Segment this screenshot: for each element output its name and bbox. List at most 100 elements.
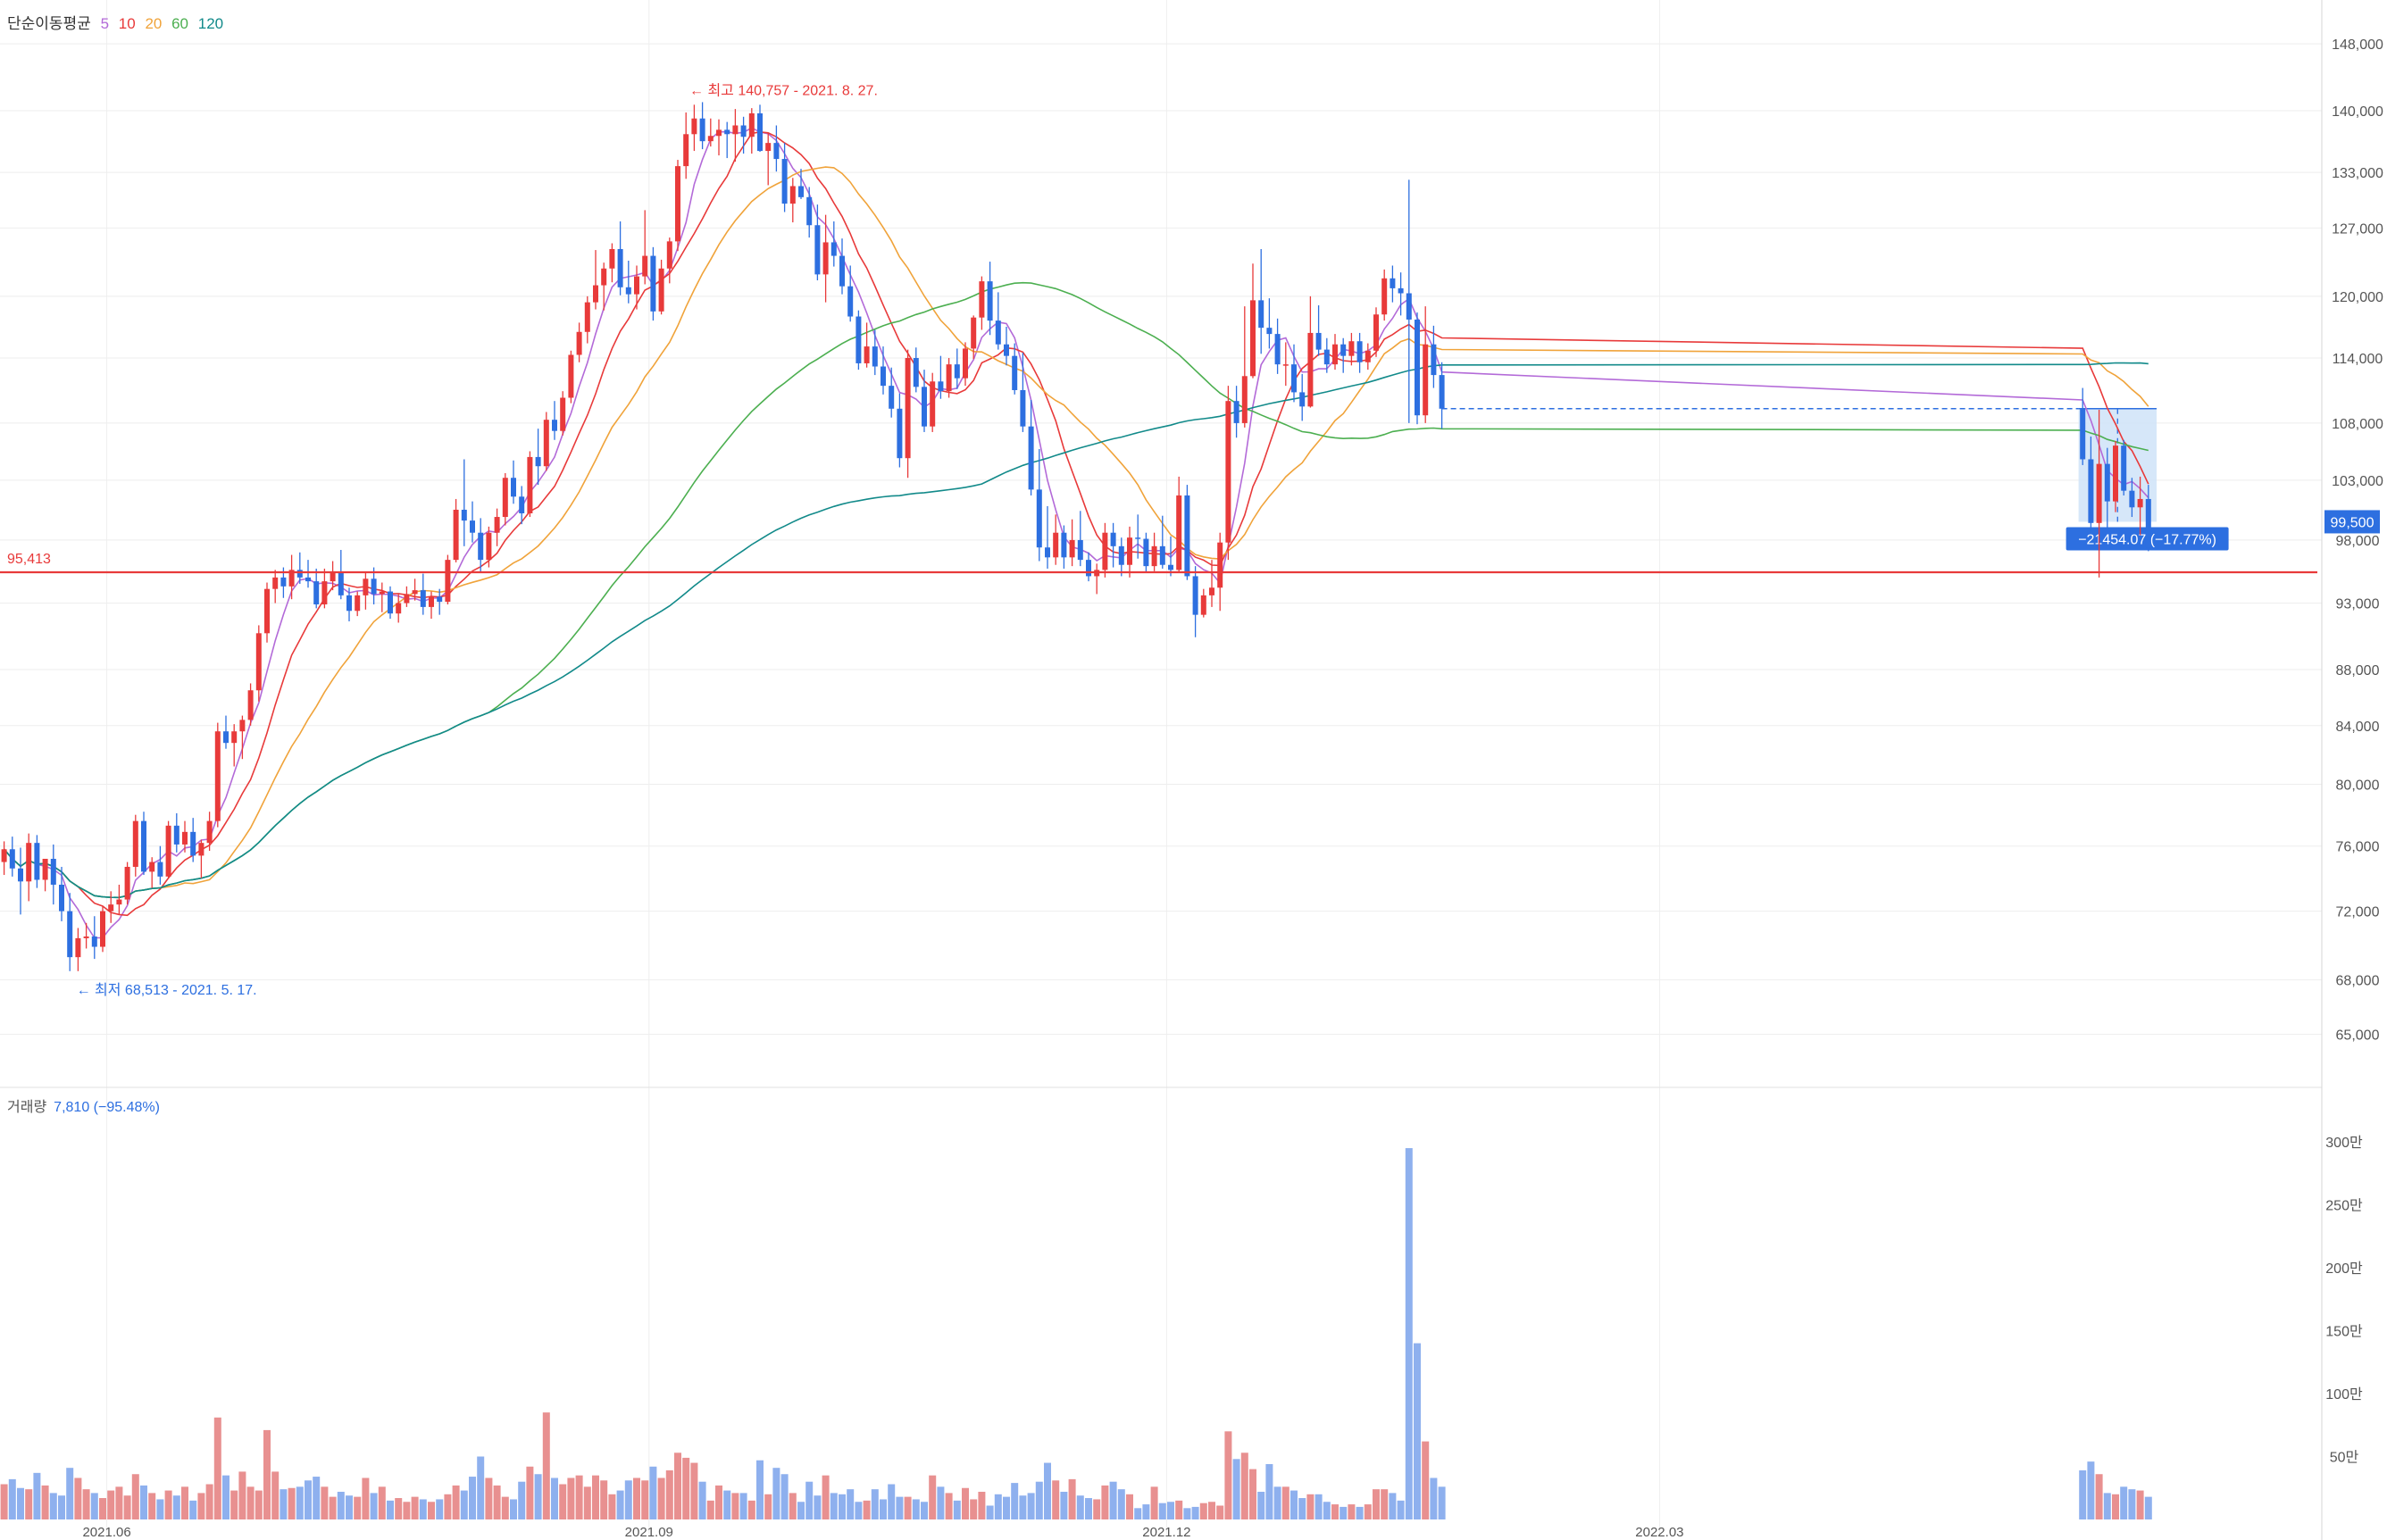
volume-bar: [608, 1494, 616, 1519]
candle-body: [1209, 587, 1214, 595]
volume-bar: [1348, 1504, 1356, 1519]
candle-body: [338, 572, 344, 595]
volume-bar: [1373, 1489, 1380, 1519]
volume-bar: [2079, 1470, 2087, 1519]
legend-ma120: 120: [197, 15, 224, 32]
candle-body: [124, 866, 130, 900]
volume-bar: [863, 1500, 871, 1519]
price-tick-label: 76,000: [2336, 840, 2380, 855]
volume-bar: [107, 1490, 115, 1519]
candle-body: [355, 595, 361, 612]
ma-line-20: [3, 166, 2149, 899]
volume-bar: [624, 1480, 632, 1519]
volume-bar: [731, 1493, 739, 1519]
volume-bar: [436, 1499, 444, 1519]
candle-body: [198, 843, 204, 856]
volume-bar: [929, 1475, 937, 1519]
candle-body: [1168, 564, 1173, 570]
volume-bar: [747, 1500, 755, 1519]
volume-bar: [756, 1460, 764, 1519]
volume-bar: [542, 1412, 550, 1519]
volume-bar: [978, 1491, 986, 1519]
candle-body: [461, 509, 467, 521]
candle-body: [412, 590, 418, 595]
candle-body: [740, 125, 747, 137]
volume-bars: [0, 1148, 2152, 1519]
volume-bar: [1085, 1498, 1092, 1519]
price-tick-label: 120,000: [2332, 290, 2383, 305]
volume-tick-label: 50만: [2330, 1450, 2359, 1466]
candle-body: [535, 456, 541, 467]
volume-bar: [1265, 1463, 1273, 1519]
volume-bar: [411, 1496, 419, 1519]
candle-body: [1, 849, 7, 862]
volume-bar: [181, 1486, 188, 1519]
candle-body: [1332, 344, 1338, 365]
volume-bar: [657, 1478, 665, 1519]
candle-body: [437, 596, 443, 603]
candle-body: [346, 595, 352, 612]
volume-bar: [888, 1484, 896, 1519]
candle-body: [789, 186, 796, 204]
volume-bar: [164, 1490, 172, 1519]
candle-body: [1423, 344, 1429, 416]
volume-bar: [1331, 1504, 1339, 1519]
volume-bar: [822, 1475, 830, 1519]
volume-bar: [1134, 1508, 1142, 1519]
support-line: 95,413 99,500: [0, 510, 2380, 574]
volume-bar: [501, 1496, 509, 1519]
volume-bar: [526, 1466, 534, 1519]
volume-bar: [8, 1478, 16, 1519]
volume-bar: [58, 1495, 65, 1519]
candle-body: [18, 868, 23, 882]
volume-bar: [797, 1502, 805, 1519]
volume-bar: [780, 1474, 789, 1519]
candle-body: [132, 820, 138, 867]
candle-body: [75, 937, 81, 958]
candle-body: [847, 286, 854, 317]
candle-body: [379, 591, 385, 595]
volume-bar: [395, 1498, 403, 1519]
volume-bar: [493, 1485, 501, 1519]
volume-label: 거래량: [7, 1100, 47, 1115]
candle-body: [165, 825, 171, 877]
candle-body: [1398, 287, 1404, 294]
volume-bar: [641, 1480, 649, 1519]
candle-body: [601, 268, 607, 286]
volume-bar: [970, 1499, 978, 1519]
ma-legend[interactable]: 단순이동평균 5 10 20 60 120: [7, 11, 229, 33]
volume-bar: [534, 1474, 542, 1519]
candle-body: [280, 577, 287, 587]
candle-body: [511, 478, 516, 497]
volume-bar: [1315, 1494, 1323, 1519]
candle-body: [2080, 408, 2086, 460]
candle-body: [691, 118, 697, 135]
volume-bar: [1150, 1486, 1158, 1519]
candle-body: [453, 509, 459, 561]
candle-body: [2129, 490, 2135, 508]
volume-bar: [830, 1493, 838, 1519]
price-tick-label: 140,000: [2332, 104, 2383, 120]
candle-body: [50, 858, 56, 885]
time-axis: 2021.06 2021.09 2021.12 2022.03: [82, 1525, 1683, 1540]
candle-body: [1348, 341, 1355, 356]
volume-bar: [2087, 1461, 2095, 1519]
candle-body: [502, 478, 508, 518]
volume-title[interactable]: 거래량 7,810 (−95.48%): [7, 1095, 160, 1116]
candle-body: [1439, 375, 1445, 409]
candle-body: [478, 532, 484, 561]
moving-average-lines: [3, 127, 2149, 939]
candle-body: [2137, 498, 2143, 508]
candle-body: [650, 255, 656, 312]
candle-body: [938, 381, 944, 392]
price-tick-label: 65,000: [2336, 1028, 2380, 1044]
volume-bar: [99, 1498, 106, 1519]
volume-bar: [1183, 1508, 1191, 1519]
volume-bar: [1298, 1498, 1306, 1519]
candle-body: [1406, 293, 1412, 320]
candle-body: [100, 911, 105, 947]
volume-bar: [690, 1462, 698, 1519]
volume-bar: [1257, 1491, 1265, 1519]
volume-bar: [633, 1478, 640, 1519]
